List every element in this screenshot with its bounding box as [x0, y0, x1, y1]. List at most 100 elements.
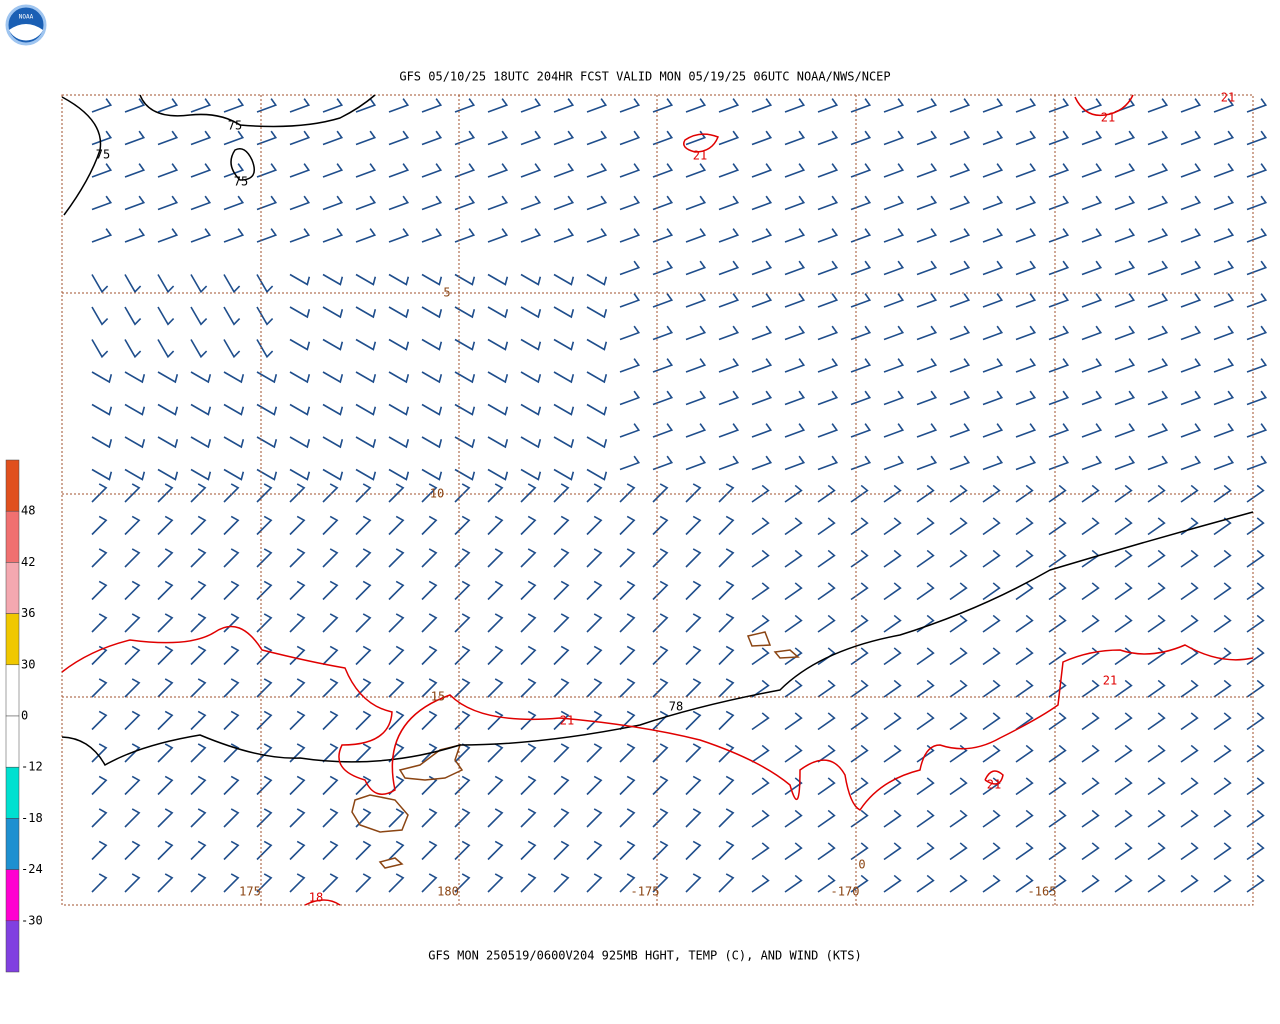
wind-barb — [685, 98, 707, 113]
wind-barb — [916, 293, 938, 308]
wind-barb — [1081, 228, 1103, 243]
wind-barb — [619, 163, 641, 178]
wind-barb — [124, 274, 142, 294]
wind-barb — [355, 775, 372, 796]
wind-barb — [619, 613, 636, 633]
colorbar-label: -12 — [21, 760, 43, 774]
wind-barb — [784, 325, 806, 341]
wind-barb — [124, 645, 141, 666]
wind-barb — [1147, 874, 1166, 893]
wind-barb — [652, 260, 674, 276]
wind-barb — [520, 483, 537, 503]
wind-barb — [850, 163, 872, 178]
wind-barb — [784, 195, 806, 211]
wind-barb — [850, 744, 869, 763]
wind-barb — [1180, 777, 1199, 796]
wind-barb — [652, 873, 669, 893]
wind-barb — [322, 840, 339, 861]
wind-barb — [619, 678, 636, 698]
wind-barb — [619, 195, 641, 211]
wind-barb — [949, 293, 971, 308]
wind-barb — [1213, 325, 1235, 341]
wind-barb — [1180, 228, 1202, 243]
wind-barb — [322, 163, 344, 178]
wind-barb — [1114, 455, 1136, 471]
wind-barb — [718, 808, 735, 828]
wind-barb — [883, 130, 905, 146]
wind-barb — [982, 260, 1004, 276]
wind-barb — [256, 195, 278, 211]
wind-barb — [718, 678, 735, 698]
wind-barb — [124, 743, 141, 763]
wind-barb — [1180, 455, 1202, 471]
wind-barb — [1081, 260, 1103, 276]
wind-barb — [388, 873, 405, 893]
wind-barb — [157, 710, 174, 731]
wind-barb — [190, 98, 212, 113]
wind-barb — [850, 517, 869, 536]
wind-barb — [91, 163, 113, 178]
wind-barb — [718, 455, 740, 471]
wind-barb — [553, 613, 570, 633]
wind-barb — [520, 710, 537, 731]
wind-barb — [1180, 874, 1199, 893]
wind-barb — [1114, 842, 1133, 861]
wind-barb — [718, 873, 735, 893]
wind-barb — [817, 874, 836, 893]
colorbar-label: -30 — [21, 913, 43, 927]
wind-barb — [421, 468, 443, 481]
wind-barb — [1213, 293, 1235, 308]
wind-barb — [817, 777, 836, 796]
wind-barb — [421, 195, 443, 211]
wind-barb — [355, 743, 372, 763]
wind-barb — [949, 325, 971, 341]
wind-barb — [223, 403, 245, 416]
wind-barb — [949, 163, 971, 178]
wind-barb — [223, 515, 240, 536]
wind-barb — [652, 645, 669, 666]
latitude-label: 10 — [430, 487, 444, 501]
wind-barb — [1015, 809, 1034, 828]
wind-barb — [454, 163, 476, 178]
wind-barb — [1180, 325, 1202, 341]
wind-barb — [1015, 195, 1037, 211]
wind-barb — [157, 840, 174, 861]
wind-barb — [355, 548, 372, 568]
wind-barb — [553, 306, 575, 319]
wind-barb — [322, 306, 344, 319]
longitude-label: -170 — [831, 885, 860, 899]
wind-barb — [1114, 484, 1133, 503]
wind-barb — [916, 325, 938, 341]
wind-barb — [619, 840, 636, 861]
wind-barb — [949, 228, 971, 243]
wind-barb — [685, 678, 702, 698]
temperature-label: 21 — [560, 714, 574, 728]
wind-barb — [1048, 260, 1070, 276]
wind-barb — [388, 228, 410, 243]
wind-barb — [157, 468, 179, 481]
wind-barb — [289, 338, 311, 351]
wind-barb — [949, 98, 971, 113]
wind-barb — [355, 436, 377, 449]
wind-barb — [685, 130, 707, 146]
wind-barb — [949, 390, 971, 406]
wind-barb — [487, 306, 509, 319]
wind-barb — [1147, 130, 1169, 146]
wind-barb — [784, 98, 806, 113]
wind-barb — [619, 515, 636, 536]
wind-barb — [190, 371, 212, 384]
wind-barb — [355, 515, 372, 536]
wind-barb — [982, 293, 1004, 308]
wind-barb — [652, 678, 669, 698]
wind-barb — [817, 260, 839, 276]
wind-barb — [982, 517, 1001, 536]
wind-barb — [1015, 647, 1034, 666]
wind-barb — [91, 436, 113, 449]
wind-barb — [553, 130, 575, 146]
wind-barb — [718, 228, 740, 243]
wind-barb — [982, 358, 1004, 373]
wind-barb — [1114, 549, 1133, 568]
wind-barb — [685, 423, 707, 438]
wind-barb — [1180, 260, 1202, 276]
wind-barb — [223, 613, 240, 633]
